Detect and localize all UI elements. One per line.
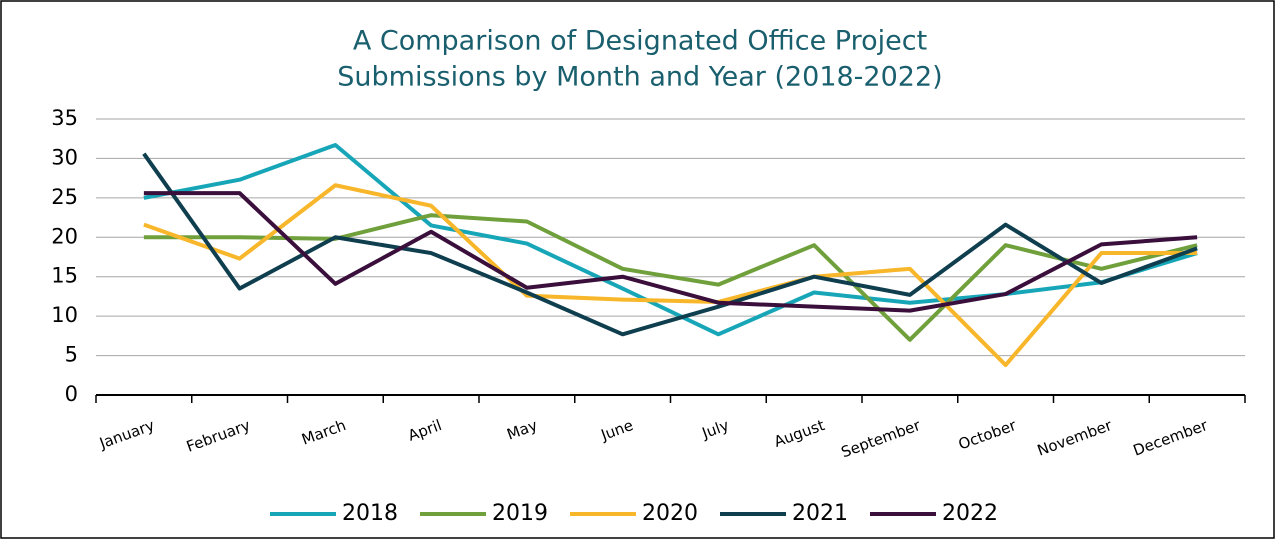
chart-title: Submissions by Month and Year (2018-2022… bbox=[337, 62, 942, 93]
y-tick-label: 30 bbox=[51, 145, 78, 169]
y-tick-label: 0 bbox=[65, 382, 78, 406]
legend-label: 2018 bbox=[342, 501, 398, 526]
legend-label: 2021 bbox=[792, 501, 848, 526]
y-tick-label: 20 bbox=[51, 224, 78, 248]
y-tick-label: 35 bbox=[51, 106, 78, 130]
line-series bbox=[143, 191, 1198, 313]
y-tick-label: 15 bbox=[51, 264, 78, 288]
chart-title: A Comparison of Designated Office Projec… bbox=[353, 26, 927, 57]
y-tick-label: 5 bbox=[65, 343, 78, 367]
line-series bbox=[142, 152, 1198, 337]
legend-label: 2022 bbox=[942, 501, 998, 526]
legend-label: 2019 bbox=[492, 501, 548, 526]
line-series bbox=[143, 183, 1198, 368]
y-tick-label: 10 bbox=[51, 303, 78, 327]
line-series bbox=[143, 213, 1198, 342]
legend-label: 2020 bbox=[642, 501, 698, 526]
line-series bbox=[143, 143, 1198, 337]
y-tick-label: 25 bbox=[51, 185, 78, 209]
